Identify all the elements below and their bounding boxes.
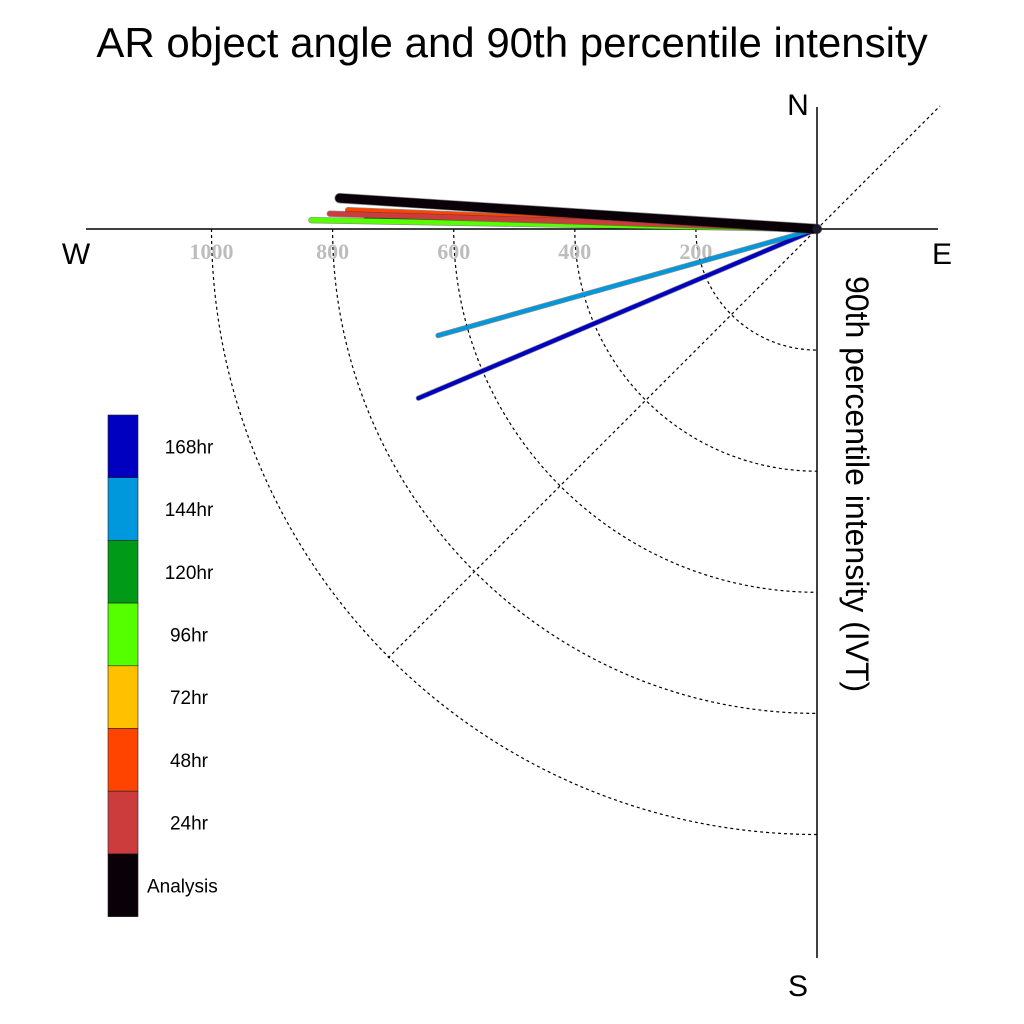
- legend-label-144hr: 144hr: [165, 500, 214, 521]
- legend-swatch-120hr: [107, 540, 139, 604]
- legend-label-120hr: 120hr: [165, 563, 214, 584]
- grid-diagonal: [387, 105, 941, 659]
- legend-label-analysis: Analysis: [147, 876, 218, 897]
- compass-north: N: [787, 89, 809, 122]
- y-axis-label: 90th percentile intensity (IVT): [839, 276, 875, 692]
- grid-arc-400: [574, 228, 818, 472]
- tick-label-1000: 1000: [190, 239, 234, 264]
- tick-label-600: 600: [437, 239, 470, 264]
- tick-label-400: 400: [558, 239, 591, 264]
- chart-title: AR object angle and 90th percentile inte…: [96, 19, 927, 66]
- grid-arc-200: [695, 228, 818, 351]
- grid-arc-1000: [210, 228, 818, 836]
- legend-swatch-72hr: [107, 665, 139, 729]
- legend-label-96hr: 96hr: [170, 625, 209, 646]
- legend-label-72hr: 72hr: [170, 688, 209, 709]
- legend-swatch-96hr: [107, 602, 139, 667]
- tick-label-800: 800: [316, 239, 349, 264]
- legend-label-24hr: 24hr: [170, 814, 209, 835]
- legend: 168hr 144hr 120hr 96hr 72hr 48hr 24hr Analysis: [107, 414, 218, 917]
- compass-west: W: [62, 238, 91, 271]
- origin-point: [812, 224, 822, 234]
- series-line-144hr: [436, 227, 819, 338]
- legend-label-168hr: 168hr: [165, 437, 214, 458]
- legend-swatch-analysis: [107, 853, 139, 917]
- legend-label-48hr: 48hr: [170, 751, 209, 772]
- series-lines: [308, 192, 823, 401]
- legend-swatch-24hr: [107, 790, 139, 855]
- compass-south: S: [788, 970, 808, 1003]
- legend-swatch-144hr: [107, 477, 139, 541]
- grid-arc-600: [453, 228, 818, 593]
- series-line-analysis: [335, 193, 822, 234]
- grid: [210, 105, 941, 836]
- legend-swatch-48hr: [107, 728, 139, 792]
- compass-east: E: [932, 238, 952, 271]
- series-line-168hr: [416, 227, 819, 401]
- legend-swatch-168hr: [107, 414, 139, 479]
